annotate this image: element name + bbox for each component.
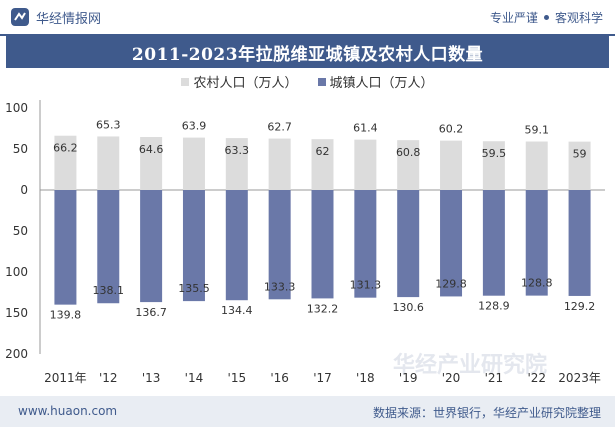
data-label-rural: 61.4: [353, 122, 378, 135]
bar-rural: [568, 141, 591, 190]
bar-urban: [311, 190, 334, 299]
bar-urban: [482, 190, 505, 296]
data-label-rural: 63.9: [182, 120, 207, 133]
bar-urban: [397, 190, 420, 298]
bar-urban: [268, 190, 291, 300]
bar-urban: [97, 190, 120, 304]
brand: 华经情报网: [10, 7, 101, 27]
x-tick-label: '21: [485, 371, 504, 385]
x-tick-label: '17: [313, 371, 332, 385]
footer-source: 数据来源：世界银行，华经产业研究院整理: [372, 406, 601, 420]
legend-label-rural: 农村人口（万人）: [193, 76, 298, 91]
data-label-urban: 138.1: [93, 284, 125, 297]
tagline-right: 客观科学: [554, 11, 603, 25]
bar-urban: [182, 190, 205, 302]
y-tick-label: 100: [5, 265, 28, 279]
bar-rural: [440, 140, 463, 190]
x-tick-label: '19: [399, 371, 418, 385]
data-label-urban: 132.2: [307, 302, 339, 315]
legend-swatch-urban: [317, 77, 326, 86]
bar-rural: [525, 141, 548, 190]
bar-rural: [354, 139, 377, 190]
x-tick-label: '14: [185, 371, 204, 385]
x-tick-label: '13: [142, 371, 161, 385]
data-label-urban: 128.9: [478, 300, 510, 313]
x-tick-label: '18: [356, 371, 375, 385]
y-tick-label: 0: [20, 183, 28, 197]
brand-name: 华经情报网: [36, 11, 102, 27]
bar-urban: [440, 190, 463, 297]
y-tick-label: 150: [5, 306, 28, 320]
tagline-left: 专业严谨: [489, 11, 538, 25]
bar-rural: [182, 137, 205, 190]
bar-urban: [568, 190, 591, 296]
legend-label-urban: 城镇人口（万人）: [329, 76, 434, 91]
y-tick-label: 50: [13, 224, 28, 238]
data-label-urban: 134.4: [221, 304, 253, 317]
data-label-rural: 59.1: [524, 124, 549, 137]
data-label-rural: 62: [316, 145, 330, 158]
x-tick-label: '20: [442, 371, 461, 385]
data-label-rural: 64.6: [139, 143, 164, 156]
footer: www.huaon.com 数据来源：世界银行，华经产业研究院整理: [0, 396, 615, 427]
bar-chart: 华经产业研究院 100 50 0 50 100 150 200 66.2 139.8 2011年 65…: [5, 100, 605, 385]
legend-item-urban: 城镇人口（万人）: [317, 72, 434, 91]
y-tick-label: 50: [13, 142, 28, 156]
data-label-urban: 129.2: [564, 300, 596, 313]
bar-urban: [525, 190, 548, 296]
logo-icon: [11, 8, 29, 26]
data-label-urban: 129.8: [435, 277, 467, 290]
bar-urban: [225, 190, 248, 301]
dot-icon: [543, 15, 549, 20]
data-label-rural: 62.7: [267, 121, 292, 134]
x-tick-label: 2023年: [558, 371, 601, 385]
data-label-rural: 60.8: [396, 146, 421, 159]
legend-swatch-rural: [181, 77, 190, 86]
bar-rural: [140, 137, 163, 190]
data-label-rural: 66.2: [53, 142, 78, 155]
data-label-rural: 59: [573, 148, 587, 161]
bar-urban: [54, 190, 77, 305]
legend-item-rural: 农村人口（万人）: [181, 72, 298, 91]
x-tick-label: 2011年: [44, 371, 87, 385]
y-tick-label: 100: [5, 101, 28, 115]
bar-rural: [268, 138, 291, 190]
y-tick-label: 200: [5, 347, 28, 361]
chart-title-bar: 2011-2023年拉脱维亚城镇及农村人口数量: [6, 36, 609, 68]
tagline: 专业严谨 客观科学: [490, 9, 603, 26]
data-label-urban: 133.3: [264, 280, 296, 293]
x-tick-label: '16: [270, 371, 289, 385]
chart-title: 2011-2023年拉脱维亚城镇及农村人口数量: [131, 44, 484, 65]
watermark: 华经产业研究院: [393, 352, 547, 378]
data-label-urban: 136.7: [135, 306, 167, 319]
footer-url: www.huaon.com: [18, 404, 118, 418]
bar-rural: [97, 136, 120, 190]
data-label-urban: 139.8: [50, 309, 82, 322]
x-tick-label: '22: [527, 371, 546, 385]
bar-urban: [354, 190, 377, 298]
bar-rural: [225, 138, 248, 190]
chart-legend: 农村人口（万人） 城镇人口（万人）: [0, 72, 615, 91]
top-bar: 华经情报网 专业严谨 客观科学: [0, 0, 615, 36]
bar-rural: [54, 135, 77, 190]
data-label-urban: 128.8: [521, 277, 553, 290]
data-label-rural: 63.3: [225, 144, 250, 157]
bar-rural: [482, 141, 505, 190]
x-tick-label: '12: [99, 371, 118, 385]
x-tick-label: '15: [228, 371, 247, 385]
data-label-urban: 130.6: [392, 301, 424, 314]
data-label-rural: 65.3: [96, 118, 121, 131]
bar-rural: [311, 139, 334, 190]
data-label-urban: 131.3: [350, 279, 382, 292]
data-label-rural: 60.2: [439, 123, 464, 136]
bar-rural: [397, 140, 420, 190]
data-label-urban: 135.5: [178, 282, 210, 295]
data-label-rural: 59.5: [482, 147, 507, 160]
bar-urban: [140, 190, 163, 303]
